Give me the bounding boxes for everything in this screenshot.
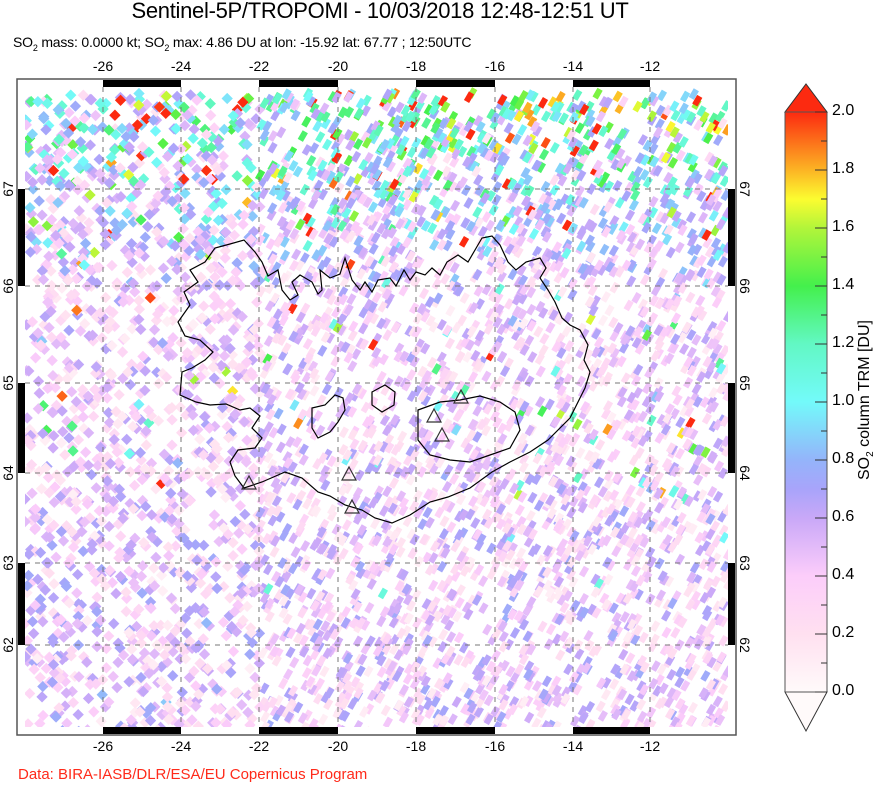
axis-tick-label: -22 (248, 58, 270, 74)
colorbar-label: 0.8 (832, 450, 855, 467)
colorbar-label: 1.6 (832, 218, 855, 235)
volcano-icon (240, 474, 258, 490)
axis-tick-label: -18 (405, 58, 427, 74)
axis-tick-label: -14 (562, 58, 584, 74)
data-credit: Data: BIRA-IASB/DLR/ESA/EU Copernicus Pr… (18, 766, 368, 783)
axis-tick-label: 65 (737, 375, 753, 391)
iceland-coastline (177, 235, 591, 524)
axis-tick-label: -26 (92, 58, 114, 74)
axis-tick-label: 66 (0, 278, 16, 294)
colorbar-label: 1.4 (832, 276, 855, 293)
colorbar-ticks (815, 111, 827, 693)
axis-border-stripes (18, 80, 735, 734)
axis-tick-label: -24 (170, 58, 192, 74)
axis-tick-label: -12 (639, 738, 661, 754)
axis-tick-label: 64 (0, 465, 16, 481)
colorbar-label: 1.0 (832, 392, 855, 409)
graticule (25, 87, 728, 727)
so2-summary: SO2 mass: 0.0000 kt; SO2 max: 4.86 DU at… (13, 34, 472, 53)
axis-tick-label: -12 (639, 58, 661, 74)
volcano-icon (452, 388, 470, 404)
axis-tick-label: 67 (737, 181, 753, 197)
axis-tick-label: -16 (484, 738, 506, 754)
axis-tick-label: -24 (170, 738, 192, 754)
volcano-icon (340, 465, 358, 481)
colorbar-label: 0.6 (832, 508, 855, 525)
chart-title: Sentinel-5P/TROPOMI - 10/03/2018 12:48-1… (131, 0, 629, 23)
colorbar-title: SO2 column TRM [DU] (855, 320, 877, 480)
axis-tick-label: -18 (405, 738, 427, 754)
colorbar-min-arrow (784, 691, 828, 733)
axis-tick-label: -26 (92, 738, 114, 754)
axis-tick-label: 64 (737, 465, 753, 481)
colorbar-label: 1.2 (832, 334, 855, 351)
axis-tick-label: 65 (0, 375, 16, 391)
axis-tick-label: 62 (0, 637, 16, 653)
volcano-icon (343, 498, 361, 514)
axis-tick-label: -22 (248, 738, 270, 754)
axis-tick-label: -14 (562, 738, 584, 754)
axis-tick-label: 62 (737, 637, 753, 653)
colorbar-label: 2.0 (832, 102, 855, 119)
colorbar-max-arrow (784, 83, 828, 113)
axis-tick-label: -20 (327, 738, 349, 754)
axis-tick-label: 63 (0, 555, 16, 571)
colorbar-label: 0.4 (832, 566, 855, 583)
axis-tick-label: 67 (0, 181, 16, 197)
axis-tick-label: -16 (484, 58, 506, 74)
axis-tick-label: 63 (737, 555, 753, 571)
colorbar (784, 83, 828, 733)
colorbar-label: 0.2 (832, 624, 855, 641)
colorbar-label: 0.0 (832, 682, 855, 699)
axis-tick-label: -20 (327, 58, 349, 74)
volcano-markers (240, 388, 470, 514)
volcano-icon (433, 426, 451, 442)
volcano-icon (425, 407, 443, 423)
colorbar-label: 1.8 (832, 160, 855, 177)
axis-tick-label: 66 (737, 278, 753, 294)
